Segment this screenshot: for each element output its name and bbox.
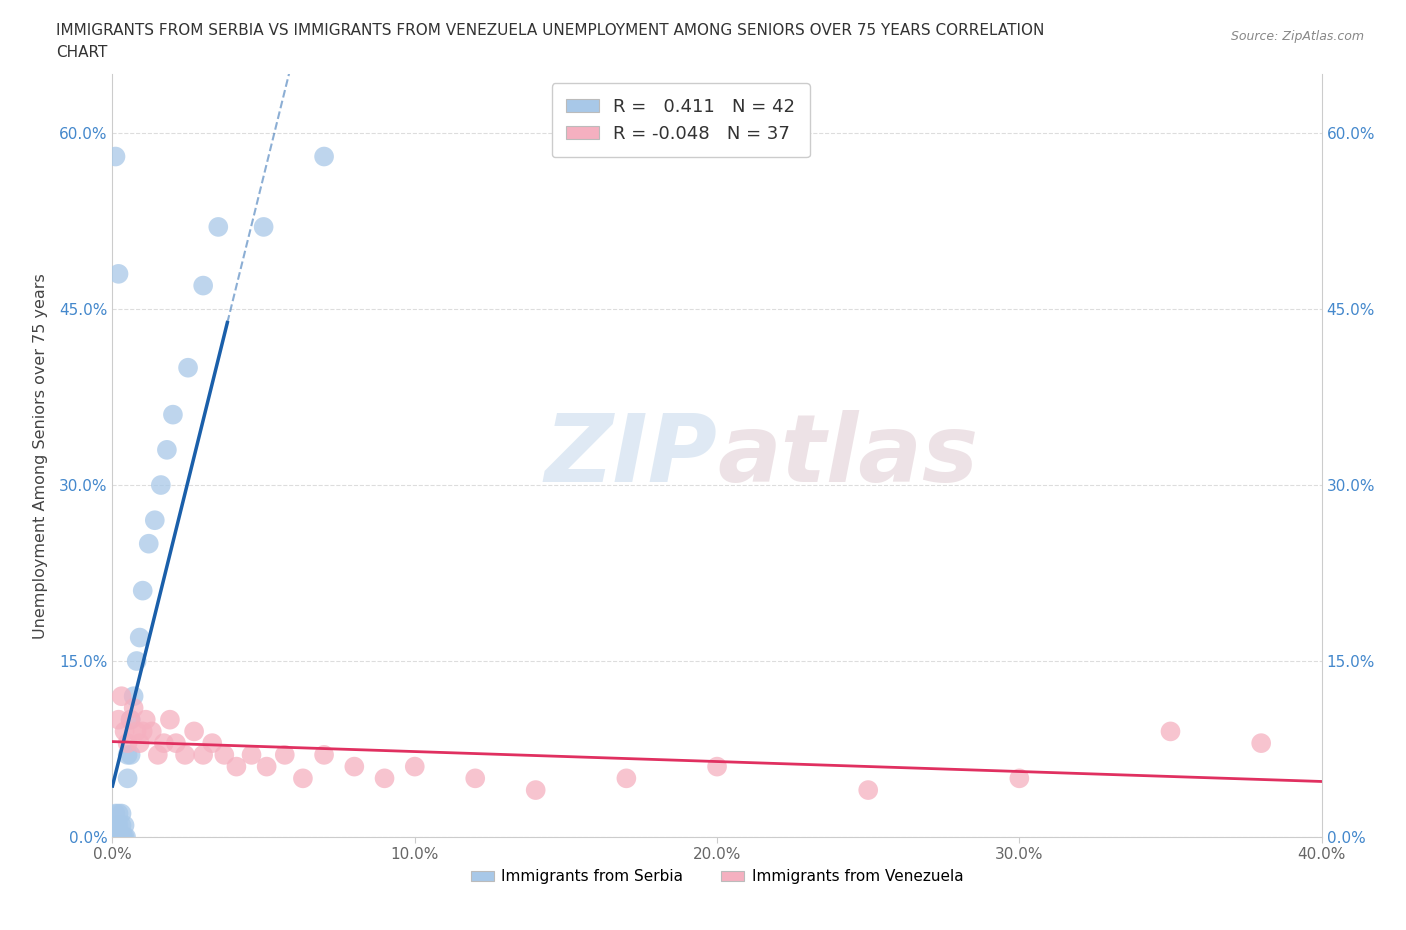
Point	[1250, 736, 1272, 751]
Point	[404, 759, 426, 774]
Point	[110, 689, 132, 704]
Point	[110, 830, 132, 844]
Point	[165, 736, 187, 751]
Point	[464, 771, 486, 786]
Point	[706, 759, 728, 774]
Text: atlas: atlas	[717, 410, 979, 501]
Point	[143, 512, 166, 527]
Point	[115, 830, 138, 844]
Point	[105, 830, 128, 844]
Point	[110, 830, 132, 844]
Y-axis label: Unemployment Among Seniors over 75 years: Unemployment Among Seniors over 75 years	[32, 272, 48, 639]
Point	[141, 724, 163, 738]
Point	[1159, 724, 1181, 738]
Point	[104, 830, 127, 844]
Point	[343, 759, 366, 774]
Point	[183, 724, 205, 738]
Point	[128, 736, 150, 751]
Point	[125, 724, 148, 738]
Point	[153, 736, 176, 751]
Point	[107, 266, 129, 281]
Point	[108, 830, 131, 844]
Point	[616, 771, 638, 786]
Point	[314, 748, 336, 763]
Point	[104, 830, 127, 844]
Point	[156, 443, 179, 458]
Point	[117, 736, 139, 751]
Point	[110, 817, 132, 832]
Point	[122, 689, 145, 704]
Point	[108, 830, 131, 844]
Point	[240, 748, 263, 763]
Point	[856, 783, 880, 798]
Point	[191, 278, 214, 293]
Point	[104, 830, 127, 844]
Point	[110, 806, 132, 821]
Point	[149, 478, 172, 493]
Legend: Immigrants from Serbia, Immigrants from Venezuela: Immigrants from Serbia, Immigrants from …	[464, 863, 970, 890]
Point	[162, 407, 184, 422]
Point	[201, 736, 224, 751]
Point	[374, 771, 396, 786]
Point	[132, 724, 155, 738]
Point	[104, 149, 127, 164]
Point	[107, 712, 129, 727]
Point	[120, 748, 142, 763]
Point	[114, 830, 136, 844]
Point	[103, 830, 125, 844]
Point	[117, 771, 139, 786]
Text: Source: ZipAtlas.com: Source: ZipAtlas.com	[1230, 30, 1364, 43]
Point	[114, 724, 136, 738]
Point	[138, 537, 160, 551]
Point	[120, 712, 142, 727]
Point	[1008, 771, 1031, 786]
Point	[146, 748, 169, 763]
Point	[120, 712, 142, 727]
Point	[159, 712, 181, 727]
Point	[107, 830, 129, 844]
Point	[214, 748, 236, 763]
Point	[253, 219, 276, 234]
Point	[112, 830, 135, 844]
Point	[207, 219, 229, 234]
Point	[122, 700, 145, 715]
Point	[524, 783, 547, 798]
Point	[114, 817, 136, 832]
Point	[107, 830, 129, 844]
Point	[107, 806, 129, 821]
Point	[107, 817, 129, 832]
Point	[128, 631, 150, 645]
Point	[291, 771, 314, 786]
Point	[125, 654, 148, 669]
Point	[105, 830, 128, 844]
Point	[111, 830, 134, 844]
Point	[105, 830, 128, 844]
Point	[314, 149, 336, 164]
Point	[104, 806, 127, 821]
Point	[225, 759, 247, 774]
Point	[105, 817, 128, 832]
Text: IMMIGRANTS FROM SERBIA VS IMMIGRANTS FROM VENEZUELA UNEMPLOYMENT AMONG SENIORS O: IMMIGRANTS FROM SERBIA VS IMMIGRANTS FRO…	[56, 23, 1045, 38]
Point	[135, 712, 157, 727]
Point	[177, 360, 200, 375]
Text: ZIP: ZIP	[544, 410, 717, 501]
Point	[174, 748, 197, 763]
Point	[117, 748, 139, 763]
Text: CHART: CHART	[56, 45, 108, 60]
Point	[191, 748, 214, 763]
Point	[274, 748, 297, 763]
Point	[132, 583, 155, 598]
Point	[256, 759, 278, 774]
